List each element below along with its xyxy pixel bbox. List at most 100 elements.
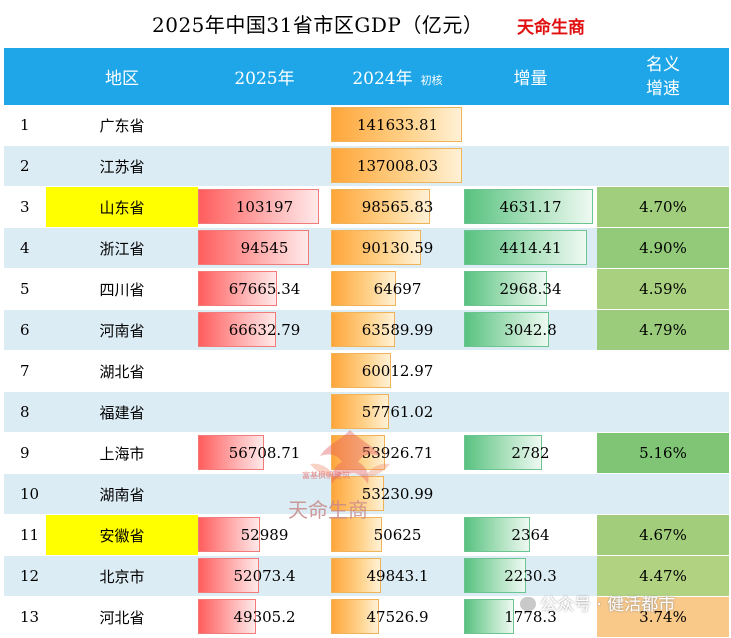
cell-rank: 8 — [4, 391, 46, 433]
cell-increase — [464, 473, 597, 515]
cell-gdp-2025-value: 52073.4 — [233, 567, 296, 585]
table-header-row: 地区 2025年 2024年 初核 增量 名义 增速 — [4, 48, 729, 105]
cell-gdp-2025 — [198, 391, 331, 433]
cell-gdp-2024-bar — [331, 271, 396, 306]
cell-gdp-2024-bar — [331, 517, 382, 552]
wechat-icon — [520, 597, 536, 611]
table-row: 3 山东省 103197 98565.83 4631.17 4.70% — [4, 186, 729, 228]
cell-gdp-2024: 60012.97 — [331, 350, 464, 392]
cell-gdp-2025-bar — [198, 230, 309, 265]
cell-gdp-2024-value: 49843.1 — [366, 567, 429, 585]
cell-increase-value: 2230.3 — [504, 567, 557, 585]
cell-rank: 2 — [4, 145, 46, 187]
cell-rank: 3 — [4, 186, 46, 228]
cell-growth — [597, 105, 729, 146]
cell-growth: 4.79% — [597, 309, 729, 351]
cell-increase: 2782 — [464, 432, 597, 474]
cell-gdp-2024-value: 50625 — [373, 526, 422, 544]
cell-growth — [597, 145, 729, 187]
header-rank — [4, 48, 46, 105]
cell-rank: 13 — [4, 596, 46, 638]
cell-gdp-2024-value: 90130.59 — [361, 239, 434, 257]
table-row: 7 湖北省 60012.97 — [4, 350, 729, 392]
cell-gdp-2024-value: 137008.03 — [356, 157, 439, 175]
cell-gdp-2025: 94545 — [198, 227, 331, 269]
cell-gdp-2024: 137008.03 — [331, 145, 464, 187]
cell-rank: 7 — [4, 350, 46, 392]
cell-gdp-2025-bar — [198, 189, 319, 224]
cell-gdp-2025-value: 56708.71 — [228, 444, 301, 462]
cell-growth: 4.59% — [597, 268, 729, 310]
cell-gdp-2024: 98565.83 — [331, 186, 464, 228]
cell-increase-bar — [464, 435, 542, 470]
cell-region: 上海市 — [46, 432, 198, 474]
cell-increase: 2230.3 — [464, 555, 597, 597]
cell-increase-bar — [464, 189, 594, 224]
header-2024-note: 初核 — [420, 74, 443, 87]
header-growth-line2: 增速 — [646, 78, 680, 99]
cell-gdp-2025-bar — [198, 435, 265, 470]
header-2025: 2025年 — [198, 48, 331, 105]
table-row: 11 安徽省 52989 50625 2364 4.67% — [4, 514, 729, 556]
cell-increase: 3042.8 — [464, 309, 597, 351]
cell-gdp-2024: 50625 — [331, 514, 464, 556]
cell-growth: 4.70% — [597, 186, 729, 228]
cell-gdp-2024-value: 98565.83 — [361, 198, 434, 216]
table-body: 1 广东省 141633.81 2 江苏省 137008.03 3 山东省 103197 9856… — [4, 105, 729, 638]
cell-region: 河南省 — [46, 309, 198, 351]
cell-gdp-2024-bar — [331, 107, 462, 142]
footer-watermark-text: 公众号 · 健活都市 — [540, 595, 676, 615]
cell-increase-bar — [464, 312, 549, 347]
cell-increase — [464, 105, 597, 146]
cell-increase-value: 2782 — [511, 444, 550, 462]
cell-gdp-2025: 67665.34 — [198, 268, 331, 310]
cell-gdp-2025-value: 66632.79 — [228, 321, 301, 339]
cell-gdp-2024-bar — [331, 435, 386, 470]
table-row: 2 江苏省 137008.03 — [4, 145, 729, 187]
cell-gdp-2025 — [198, 145, 331, 187]
cell-gdp-2024: 57761.02 — [331, 391, 464, 433]
header-increase: 增量 — [464, 48, 597, 105]
page-title: 2025年中国31省市区GDP（亿元） — [152, 13, 484, 37]
cell-region: 湖北省 — [46, 350, 198, 392]
cell-growth: 4.90% — [597, 227, 729, 269]
phoenix-watermark-icon — [310, 430, 390, 484]
cell-increase-value: 2364 — [511, 526, 550, 544]
cell-rank: 9 — [4, 432, 46, 474]
cell-gdp-2024: 47526.9 — [331, 596, 464, 638]
table-row: 4 浙江省 94545 90130.59 4414.41 4.90% — [4, 227, 729, 269]
cell-gdp-2024-value: 64697 — [373, 280, 422, 298]
cell-increase — [464, 145, 597, 187]
table-row: 12 北京市 52073.4 49843.1 2230.3 4.47% — [4, 555, 729, 597]
cell-gdp-2024: 64697 — [331, 268, 464, 310]
table-row: 5 四川省 67665.34 64697 2968.34 4.59% — [4, 268, 729, 310]
cell-rank: 1 — [4, 105, 46, 146]
cell-increase-bar — [464, 517, 530, 552]
footer-watermark: 公众号 · 健活都市 — [520, 590, 675, 615]
table-row: 1 广东省 141633.81 — [4, 105, 729, 146]
header-growth-label: 名义 增速 — [646, 53, 680, 101]
cell-gdp-2024-value: 53230.99 — [361, 485, 434, 503]
cell-gdp-2025-bar — [198, 517, 260, 552]
cell-increase-value: 3042.8 — [504, 321, 557, 339]
header-growth: 名义 增速 — [597, 48, 729, 105]
cell-gdp-2024: 53230.99 — [331, 473, 464, 515]
cell-region: 山东省 — [46, 186, 198, 228]
cell-growth: 4.47% — [597, 555, 729, 597]
cell-gdp-2024-value: 60012.97 — [361, 362, 434, 380]
cell-increase-value: 4631.17 — [499, 198, 562, 216]
cell-region: 北京市 — [46, 555, 198, 597]
cell-gdp-2024: 63589.99 — [331, 309, 464, 351]
table-row: 10 湖南省 53230.99 — [4, 473, 729, 515]
cell-gdp-2025-value: 49305.2 — [233, 608, 296, 626]
cell-gdp-2025: 52989 — [198, 514, 331, 556]
cell-gdp-2025-bar — [198, 271, 278, 306]
cell-gdp-2025 — [198, 105, 331, 146]
cell-gdp-2024: 49843.1 — [331, 555, 464, 597]
cell-region: 河北省 — [46, 596, 198, 638]
cell-rank: 5 — [4, 268, 46, 310]
cell-region: 四川省 — [46, 268, 198, 310]
cell-increase-value: 1778.3 — [504, 608, 557, 626]
cell-gdp-2024-value: 47526.9 — [366, 608, 429, 626]
cell-rank: 11 — [4, 514, 46, 556]
